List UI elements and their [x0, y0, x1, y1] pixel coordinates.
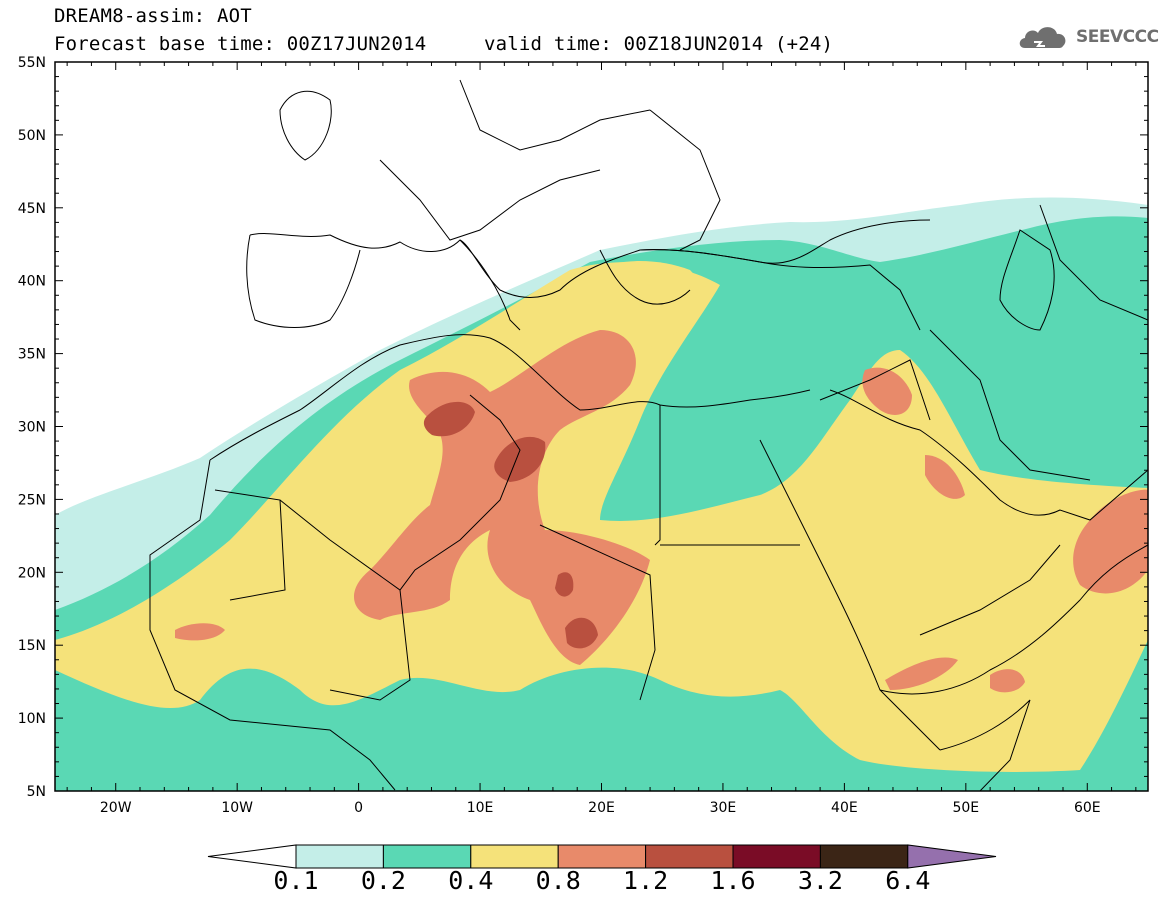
colorbar-level-label: 1.2: [623, 866, 669, 895]
aot-band-1.2-north: [423, 401, 475, 437]
y-tick-label: 55N: [18, 55, 46, 71]
aot-band-1.2-center: [494, 436, 546, 482]
aot-band-0.4-north: [551, 261, 701, 354]
border-algeria-mali: [279, 394, 521, 591]
aot-band-0.8-westafrica: [175, 623, 225, 641]
y-tick-label: 35N: [18, 347, 46, 363]
x-tick-label: 60E: [1074, 800, 1101, 816]
y-tick-label: 45N: [18, 201, 46, 217]
border-italy: [459, 239, 521, 331]
border-caspian: [999, 229, 1055, 331]
x-tick-label: 40E: [831, 800, 858, 816]
axis-ticks: [55, 62, 1148, 791]
colorbar-level-label: 0.4: [448, 866, 494, 895]
aot-band-0.8-sahara: [353, 330, 650, 665]
map-title: DREAM8-assim: AOT: [54, 5, 252, 27]
x-tick-label: 20E: [588, 800, 615, 816]
x-tick-label: 10W: [221, 800, 253, 816]
colorbar-swatch: [557, 844, 647, 869]
colorbar-level-label: 3.2: [797, 866, 843, 895]
colorbar-swatch: [295, 844, 384, 869]
coastline-north-africa: [209, 334, 811, 461]
colorbar: [207, 844, 997, 869]
colorbar-swatch: [819, 844, 909, 869]
border-uk: [279, 90, 332, 161]
colorbar-level-label: 0.8: [535, 866, 581, 895]
colorbar-level-label: 6.4: [885, 866, 931, 895]
colorbar-swatch: [645, 844, 734, 869]
country-borders: [149, 79, 1148, 791]
border-europe-2: [459, 79, 651, 151]
border-europe-1: [379, 159, 601, 241]
x-tick-label: 10E: [467, 800, 494, 816]
aot-band-0.8-yemen: [885, 657, 958, 690]
border-iberia: [246, 234, 361, 328]
coastline-arabia-south: [879, 544, 1148, 695]
border-central-asia: [1039, 204, 1148, 321]
aot-band-1.2-chad: [555, 572, 574, 597]
y-tick-label: 15N: [18, 638, 46, 654]
coastline-arabia: [829, 389, 1148, 521]
y-tick-label: 20N: [18, 565, 46, 581]
aot-band-0.8-gulf: [925, 455, 965, 499]
border-mauritania: [214, 489, 286, 601]
y-tick-label: 30N: [18, 420, 46, 436]
y-tick-label: 25N: [18, 492, 46, 508]
border-greece: [599, 249, 691, 305]
colorbar-swatch: [382, 844, 472, 869]
coastline-horn-africa: [939, 699, 1031, 791]
seevccc-logo: SEEVCCC: [1017, 22, 1159, 52]
colorbar-swatch: [470, 844, 559, 869]
aot-band-0.8-arabia: [862, 367, 912, 415]
border-mali-niger: [329, 589, 411, 701]
aot-band-0.8-arabsea: [990, 669, 1025, 693]
border-saudi-yemen: [919, 544, 1061, 636]
valid-time-text: valid time: 00Z18JUN2014 (+24): [484, 33, 834, 55]
x-tick-labels: 20W 10W 0 10E 20E 30E 40E 50E 60E: [100, 800, 1101, 816]
colorbar-extend-high: [907, 844, 997, 869]
colorbar-level-label: 0.1: [273, 866, 319, 895]
colorbar-level-label: 0.2: [360, 866, 406, 895]
y-tick-label: 50N: [18, 128, 46, 144]
border-europe-3: [649, 109, 721, 251]
logo-text: SEEVCCC: [1076, 27, 1159, 47]
x-tick-label: 0: [354, 800, 363, 816]
y-tick-labels: 55N 50N 45N 40N 35N 30N 25N 20N 15N 10N 5N: [18, 55, 46, 800]
x-tick-label: 50E: [952, 800, 979, 816]
cloud-icon: [1019, 27, 1066, 48]
border-turkey: [639, 249, 921, 331]
y-tick-label: 10N: [18, 711, 46, 727]
border-iran: [929, 329, 1091, 481]
colorbar-swatch: [732, 844, 821, 869]
border-sudan-chad: [539, 524, 656, 701]
forecast-base-time: Forecast base time: 00Z17JUN2014 valid ti…: [54, 33, 833, 55]
y-tick-label: 40N: [18, 274, 46, 290]
aot-band-0.8-east: [1073, 489, 1148, 594]
aot-field: [55, 62, 1148, 791]
colorbar-extend-low: [207, 844, 297, 869]
colorbar-level-label: 1.6: [710, 866, 756, 895]
border-libya-egypt: [654, 405, 661, 546]
aot-band-1.2-south: [565, 617, 598, 649]
x-tick-label: 20W: [100, 800, 132, 816]
coastline-red-sea: [759, 439, 941, 751]
border-iraq: [819, 359, 931, 421]
x-tick-label: 30E: [710, 800, 737, 816]
y-tick-label: 5N: [27, 784, 46, 800]
coastline-west-africa: [149, 459, 396, 791]
base-time-text: Forecast base time: 00Z17JUN2014: [54, 33, 427, 55]
coastline-europe: [249, 219, 931, 298]
